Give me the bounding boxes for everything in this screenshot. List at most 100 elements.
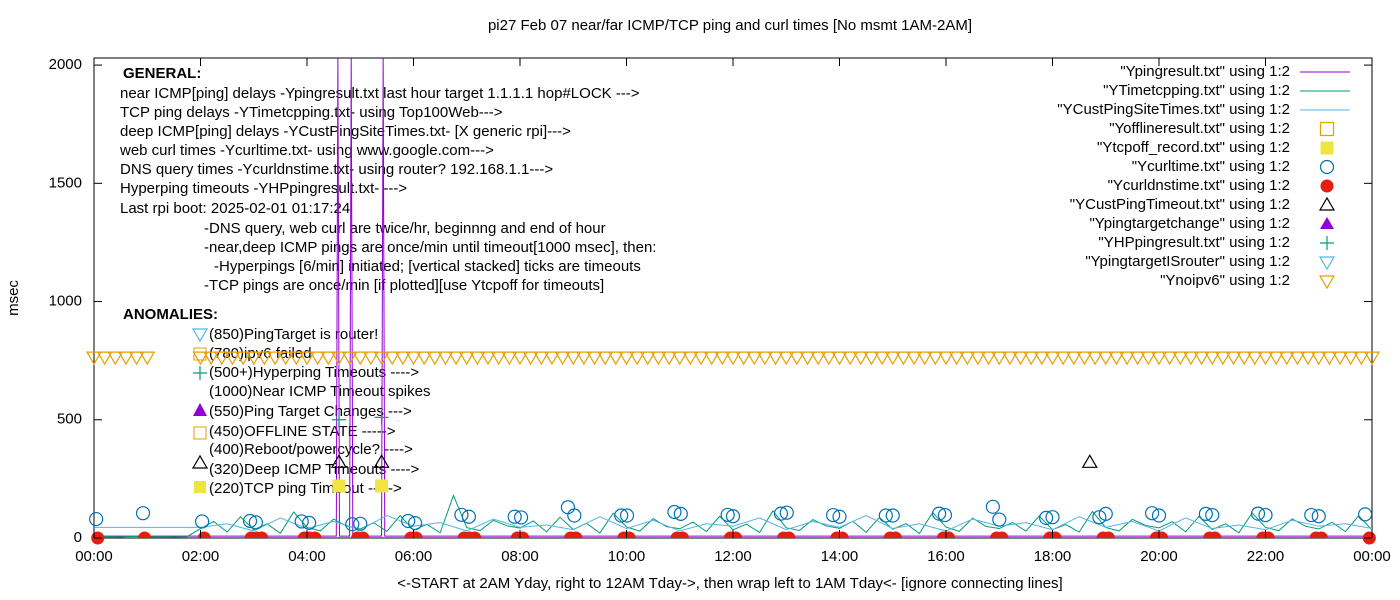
marker-circle xyxy=(356,531,370,538)
marker-down-triangle xyxy=(1318,275,1336,290)
marker-down-triangle xyxy=(1321,351,1338,366)
marker-down-triangle xyxy=(1172,351,1189,366)
marker-down-triangle xyxy=(1097,351,1114,366)
marker-circle xyxy=(1304,507,1319,523)
marker-circle xyxy=(401,513,416,529)
legend-label: "Ytcpoff_record.txt" using 1:2 xyxy=(1097,139,1290,156)
general-note: -DNS query, web curl are twice/hr, begin… xyxy=(204,220,606,237)
marker-down-triangle xyxy=(756,351,773,366)
marker-down-triangle xyxy=(1268,351,1285,366)
marker-down-triangle xyxy=(1332,351,1349,366)
anomaly-note: (550)Ping Target Changes ---> xyxy=(209,403,412,420)
y-tick-label: 1000 xyxy=(49,293,82,310)
marker-circle xyxy=(135,506,151,521)
legend-label: "Yofflineresult.txt" using 1:2 xyxy=(1109,120,1290,137)
marker-circle xyxy=(667,504,682,520)
marker-down-triangle xyxy=(107,351,124,366)
marker-square xyxy=(1319,121,1335,137)
marker-down-triangle xyxy=(906,351,923,366)
marker-circle xyxy=(942,531,956,538)
marker-circle xyxy=(614,508,629,523)
marker-down-triangle xyxy=(235,351,252,366)
marker-circle xyxy=(461,509,476,524)
marker-down-triangle xyxy=(426,351,443,366)
marker-down-triangle xyxy=(1193,351,1210,366)
marker-down-triangle xyxy=(1310,351,1327,366)
anomaly-note: (400)Reboot/powercycle? ----> xyxy=(209,441,413,458)
anomaly-note: (220)TCP ping Timeout -----> xyxy=(209,480,402,497)
marker-circle xyxy=(294,514,309,529)
marker-down-triangle xyxy=(597,351,614,366)
general-note: -TCP pings are once/min [if plotted][use… xyxy=(204,277,604,294)
legend-label: "YCustPingTimeout.txt" using 1:2 xyxy=(1070,196,1290,213)
marker-down-triangle xyxy=(778,351,795,366)
marker-down-triangle xyxy=(85,351,103,366)
marker-down-triangle xyxy=(1363,351,1381,366)
legend-label: "YpingtargetISrouter" using 1:2 xyxy=(1085,253,1290,270)
marker-down-triangle xyxy=(916,351,933,366)
general-note: DNS query times -Ycurldnstime.txt- using… xyxy=(120,161,553,178)
marker-down-triangle xyxy=(575,351,592,366)
marker-down-triangle xyxy=(1150,351,1168,366)
marker-circle xyxy=(992,512,1007,527)
marker-down-triangle xyxy=(565,351,582,366)
marker-circle xyxy=(1208,531,1222,538)
x-tick-label: 06:00 xyxy=(395,548,433,565)
marker-circle xyxy=(619,508,635,523)
general-note: deep ICMP[ping] delays -YCustPingSiteTim… xyxy=(120,123,571,140)
marker-down-triangle xyxy=(1182,351,1199,366)
marker-down-triangle xyxy=(852,351,869,366)
marker-circle xyxy=(782,531,796,538)
marker-down-triangle xyxy=(629,351,646,366)
marker-down-triangle xyxy=(1353,351,1370,366)
annotations: GENERAL: ANOMALIES: near ICMP[ping] dela… xyxy=(119,65,656,497)
series-line xyxy=(94,58,1372,537)
marker-down-triangle xyxy=(650,351,667,366)
marker-down-triangle xyxy=(618,351,635,366)
y-tick-label: 0 xyxy=(74,529,82,546)
marker-down-triangle xyxy=(522,351,539,366)
marker-down-triangle xyxy=(1023,351,1040,366)
series-line xyxy=(94,494,1372,538)
marker-circle xyxy=(507,509,522,524)
marker-down-triangle xyxy=(991,351,1008,366)
marker-down-triangle xyxy=(277,351,294,366)
marker-circle xyxy=(985,499,1000,514)
marker-circle xyxy=(885,508,900,523)
marker-down-triangle xyxy=(607,351,624,366)
marker-down-triangle xyxy=(820,351,837,366)
x-tick-label: 10:00 xyxy=(608,548,646,565)
marker-down-triangle xyxy=(1001,351,1018,366)
anomaly-note: (500+)Hyperping Timeouts ----> xyxy=(209,364,419,381)
marker-down-triangle xyxy=(533,351,550,366)
marker-circle xyxy=(1092,510,1107,525)
general-note: -Hyperpings [6/min] initiated; [vertical… xyxy=(214,258,641,275)
marker-down-triangle xyxy=(192,351,209,366)
marker-circle xyxy=(1320,179,1334,193)
marker-down-triangle xyxy=(1318,256,1336,271)
general-note: Hyperping timeouts -YHPpingresult.txt- -… xyxy=(120,180,407,197)
marker-down-triangle xyxy=(746,351,763,366)
glyph-hyperping xyxy=(193,366,207,380)
marker-down-triangle xyxy=(724,351,742,366)
legend-label: "Ynoipv6" using 1:2 xyxy=(1160,272,1290,289)
marker-circle xyxy=(835,531,849,538)
marker-down-triangle xyxy=(969,351,986,366)
marker-down-triangle xyxy=(703,351,720,366)
y-tick-label: 2000 xyxy=(49,56,82,73)
y-tick-label: 1500 xyxy=(49,174,82,191)
x-tick-label: 16:00 xyxy=(927,548,965,565)
marker-down-triangle xyxy=(1129,351,1146,366)
legend-label: "YCustPingSiteTimes.txt" using 1:2 xyxy=(1057,101,1290,118)
glyph-target-change xyxy=(193,403,207,416)
anomaly-note: (320)Deep ICMP Timeouts ----> xyxy=(209,461,419,478)
marker-circle xyxy=(1319,159,1335,175)
marker-down-triangle xyxy=(788,351,805,366)
marker-circle xyxy=(353,516,368,531)
marker-down-triangle xyxy=(511,351,529,366)
marker-circle xyxy=(937,507,953,523)
marker-circle xyxy=(516,531,530,538)
marker-down-triangle xyxy=(288,351,305,366)
marker-circle xyxy=(1258,507,1273,523)
